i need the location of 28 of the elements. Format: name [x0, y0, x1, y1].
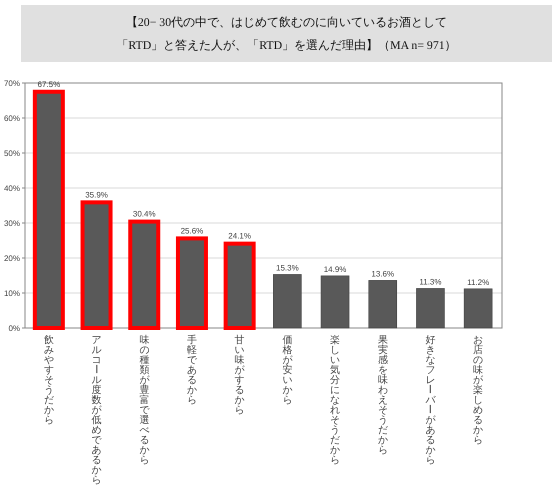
- data-label: 35.9%: [85, 190, 108, 200]
- y-tick-label: 60%: [4, 114, 20, 123]
- data-label: 24.1%: [228, 232, 251, 241]
- data-label: 13.6%: [371, 269, 394, 278]
- y-tick-label: 20%: [4, 254, 20, 263]
- category-label: 味の種類が豊富で選べるから: [139, 334, 150, 466]
- x-tick-label: 甘い味がするから: [234, 334, 246, 416]
- category-label: 好きなフレーバーがあるから: [424, 334, 436, 466]
- data-label: 11.3%: [419, 277, 442, 286]
- data-label: 14.9%: [324, 264, 346, 274]
- data-label: 11.2%: [467, 278, 490, 287]
- y-tick-label: 0%: [8, 324, 20, 333]
- data-label: 25.6%: [180, 226, 204, 236]
- category-label: 果実感を味わえそうだから: [378, 334, 388, 456]
- category-label: アルコール度数が低めであるから: [90, 334, 102, 486]
- y-tick-label: 70%: [4, 79, 20, 88]
- y-tick-label: 50%: [4, 149, 20, 158]
- category-label: お店の味が楽しめるから: [473, 334, 484, 446]
- y-tick-label: 30%: [4, 219, 20, 228]
- x-tick-label: 価格が安いから: [281, 334, 294, 406]
- y-tick-label: 40%: [4, 184, 20, 193]
- chart-title: 【20− 30代の中で、はじめて飲むのに向いているお酒として「RTD」と答えた人が、「RTD」を選んだ理由】（MA n= 971）: [115, 14, 458, 54]
- data-label: 15.3%: [276, 263, 299, 272]
- data-label: 30.4%: [132, 210, 156, 219]
- category-label: 飲みやすそうだから: [44, 334, 54, 426]
- category-label: 楽しい気分になれそうだから: [330, 334, 340, 466]
- y-tick-label: 10%: [4, 289, 20, 298]
- x-tick-label: 手軽であるから: [186, 334, 198, 406]
